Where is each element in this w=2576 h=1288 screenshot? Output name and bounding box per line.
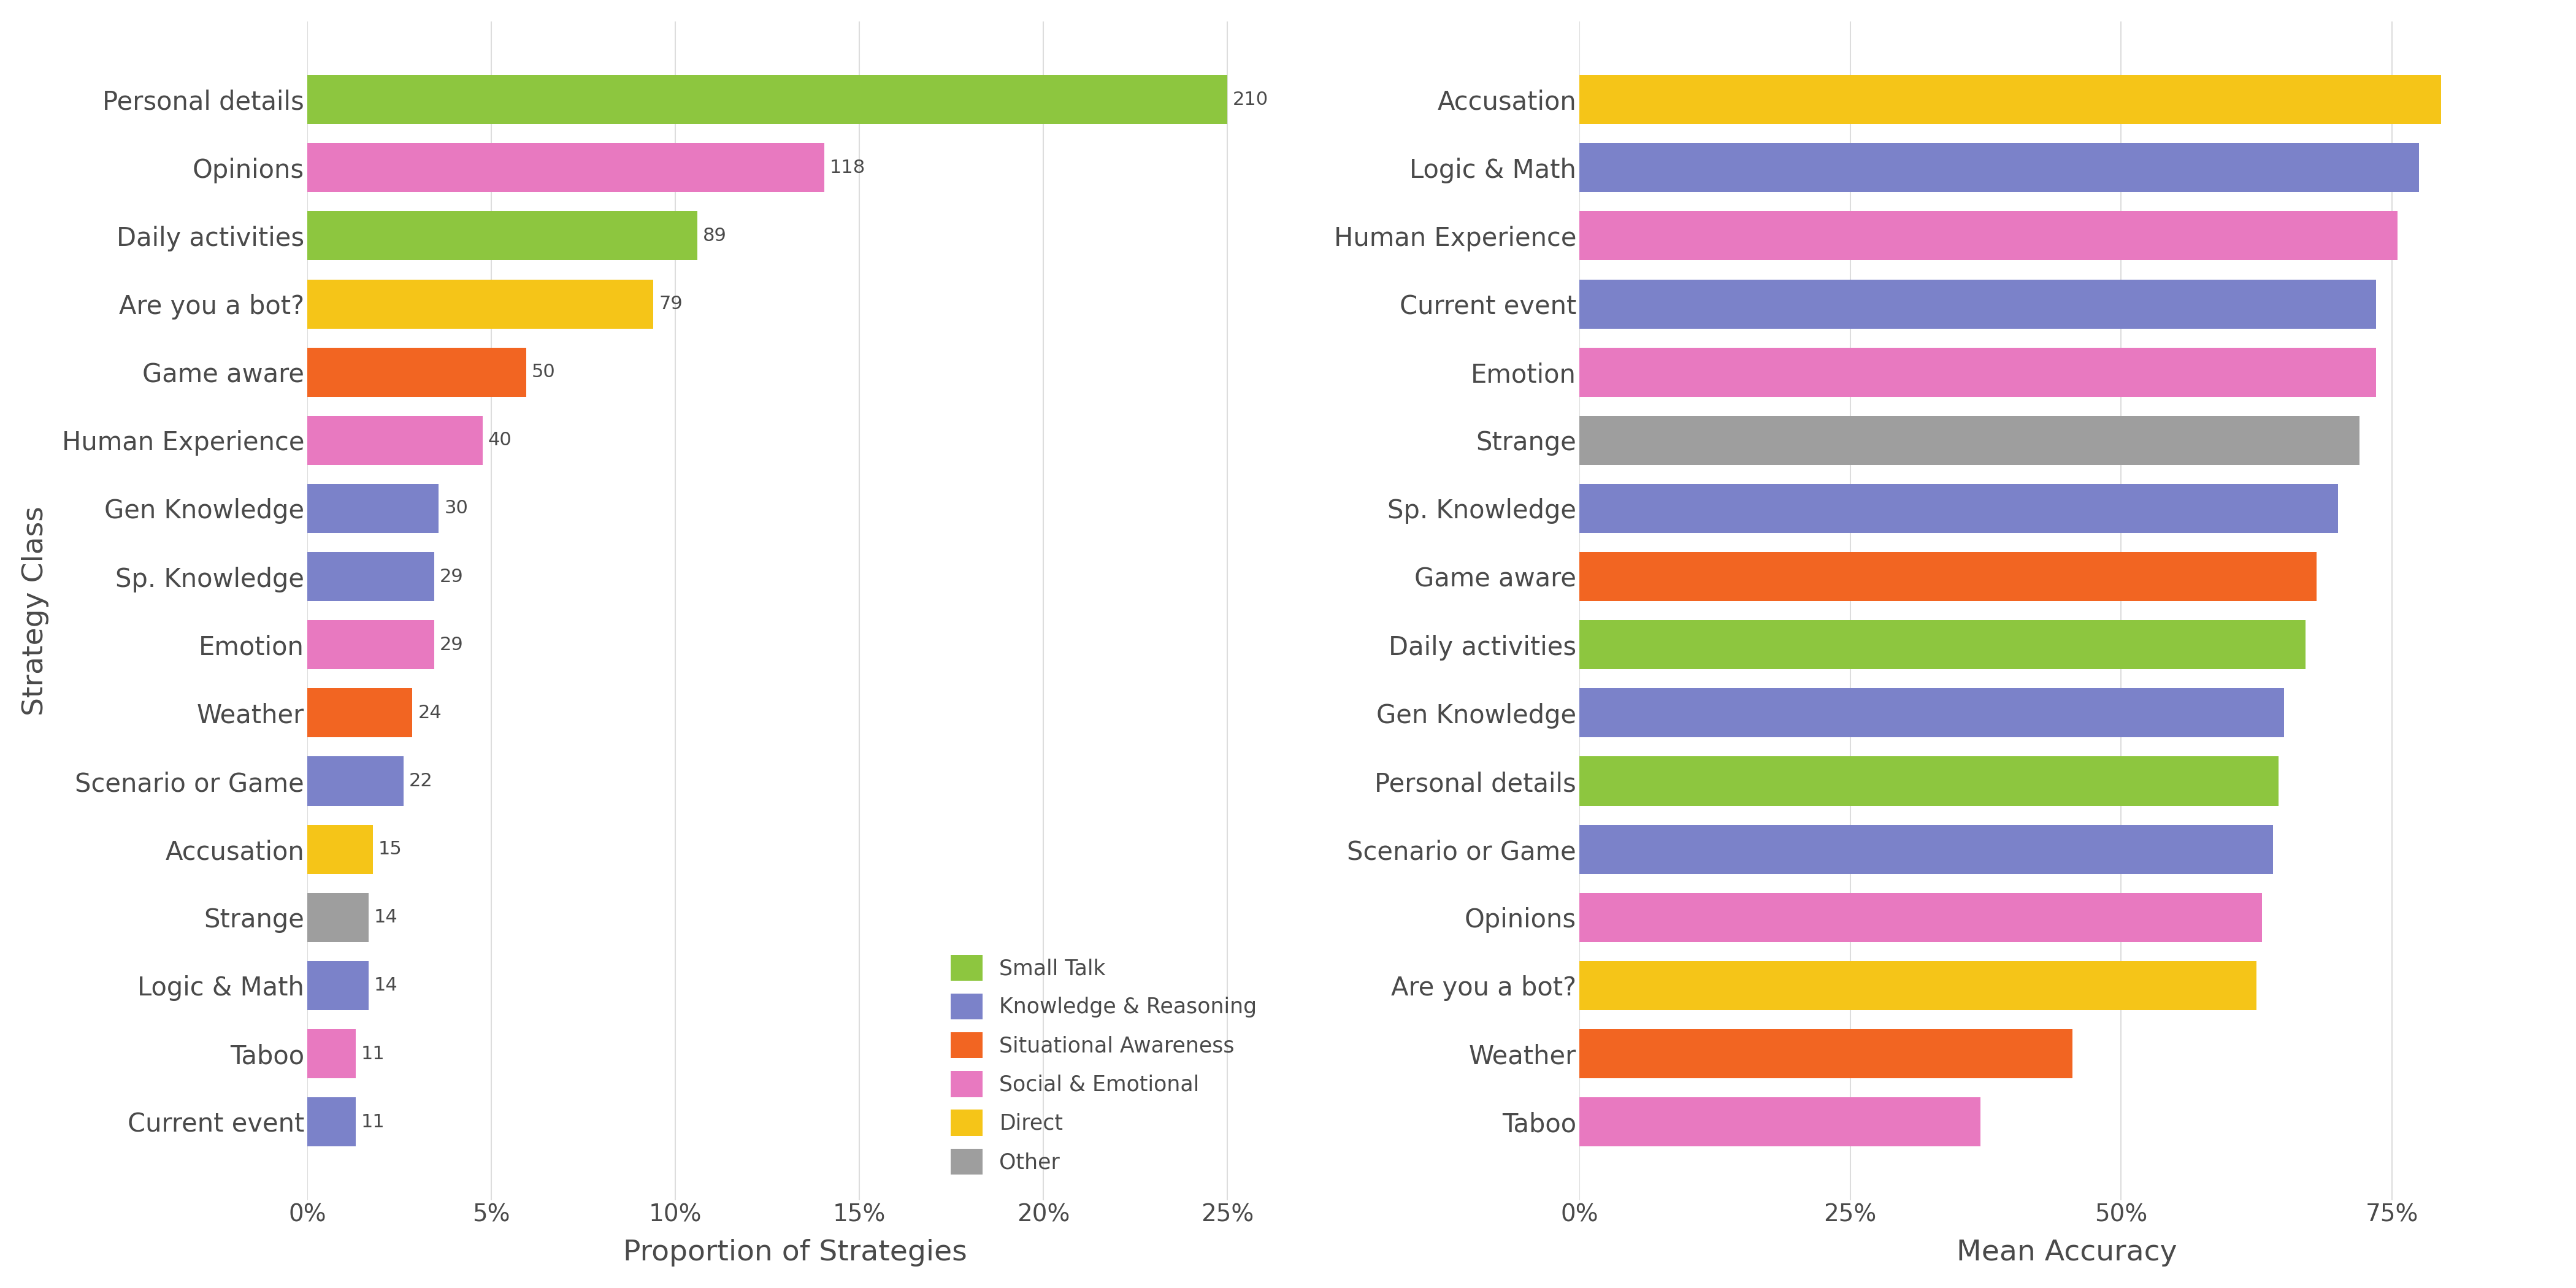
Bar (1579, 893, 2262, 942)
Bar (307, 75, 1226, 124)
Bar (1579, 75, 2442, 124)
Text: 79: 79 (659, 295, 683, 313)
Bar (1579, 211, 2398, 260)
Bar (1579, 279, 2375, 328)
Text: 118: 118 (829, 158, 866, 176)
Bar (1579, 688, 2285, 738)
Bar (307, 824, 374, 873)
Text: 11: 11 (361, 1113, 384, 1131)
Text: 15: 15 (379, 840, 402, 858)
Bar (307, 688, 412, 738)
Text: 50: 50 (531, 363, 556, 381)
Bar (307, 416, 482, 465)
Bar (307, 143, 824, 192)
Bar (1579, 824, 2272, 873)
Bar (307, 553, 435, 601)
Bar (1579, 484, 2339, 533)
Bar (1579, 621, 2306, 670)
Text: 24: 24 (417, 705, 440, 721)
Bar (1579, 756, 2277, 805)
Bar (307, 1029, 355, 1078)
Text: 30: 30 (443, 500, 469, 518)
Bar (307, 1097, 355, 1146)
Text: 22: 22 (410, 773, 433, 790)
Bar (307, 484, 438, 533)
X-axis label: Mean Accuracy: Mean Accuracy (1958, 1239, 2177, 1266)
Text: 29: 29 (440, 636, 464, 653)
Bar (1579, 1029, 2074, 1078)
Bar (1579, 143, 2419, 192)
X-axis label: Proportion of Strategies: Proportion of Strategies (623, 1239, 966, 1266)
Text: 14: 14 (374, 908, 397, 926)
Bar (1579, 416, 2360, 465)
Text: 29: 29 (440, 568, 464, 586)
Text: 11: 11 (361, 1045, 384, 1063)
Text: 14: 14 (374, 976, 397, 994)
Bar (307, 279, 654, 328)
Y-axis label: Strategy Class: Strategy Class (21, 506, 49, 716)
Bar (307, 961, 368, 1010)
Bar (1579, 553, 2316, 601)
Bar (307, 211, 698, 260)
Bar (1579, 348, 2375, 397)
Bar (1579, 1097, 1981, 1146)
Text: 210: 210 (1234, 90, 1267, 108)
Legend: Small Talk, Knowledge & Reasoning, Situational Awareness, Social & Emotional, Di: Small Talk, Knowledge & Reasoning, Situa… (943, 947, 1265, 1182)
Bar (307, 621, 435, 670)
Bar (1579, 961, 2257, 1010)
Text: 89: 89 (703, 227, 726, 245)
Text: 40: 40 (487, 431, 513, 450)
Bar (307, 893, 368, 942)
Bar (307, 348, 526, 397)
Bar (307, 756, 404, 805)
